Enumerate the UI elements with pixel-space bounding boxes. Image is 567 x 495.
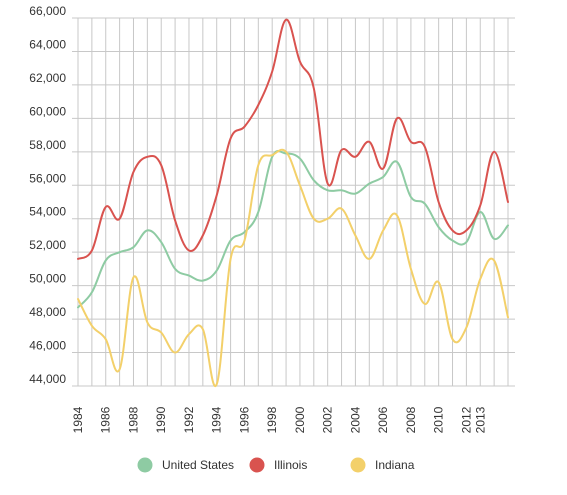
- x-tick-label: 1992: [182, 406, 196, 433]
- legend-swatch: [137, 457, 153, 473]
- x-tick-label: 1988: [126, 406, 140, 433]
- x-tick-label: 2004: [348, 406, 362, 433]
- y-tick-label: 44,000: [29, 372, 66, 386]
- y-tick-label: 48,000: [29, 305, 66, 319]
- x-tick-label: 2000: [293, 406, 307, 433]
- x-tick-label: 2008: [404, 406, 418, 433]
- y-tick-label: 46,000: [29, 339, 66, 353]
- y-tick-label: 64,000: [29, 37, 66, 51]
- legend-label: Indiana: [375, 458, 415, 472]
- series-line-illinois: [77, 18, 509, 260]
- y-axis-ticks: 44,000 46,000 48,000 50,000 52,000 54,000 56,0…: [29, 4, 66, 386]
- series-lines: [77, 18, 509, 388]
- x-tick-label: 1998: [265, 406, 279, 433]
- y-tick-label: 58,000: [29, 138, 66, 152]
- legend-swatch: [350, 457, 366, 473]
- x-tick-label: 2010: [432, 406, 446, 433]
- y-tick-label: 50,000: [29, 272, 66, 286]
- x-tick-label: 2002: [321, 406, 335, 433]
- x-tick-label: 2013: [473, 406, 487, 433]
- x-axis-ticks: 1984 1986 1988 1990 1992 1994 1996 1998 2000 2002…: [71, 406, 487, 433]
- x-tick-label: 2012: [459, 406, 473, 433]
- x-tick-label: 1990: [154, 406, 168, 433]
- y-tick-label: 52,000: [29, 238, 66, 252]
- legend: United States Illinois Indiana: [137, 457, 415, 473]
- y-tick-label: 66,000: [29, 4, 66, 18]
- x-tick-label: 1984: [71, 406, 85, 433]
- y-tick-label: 60,000: [29, 104, 66, 118]
- legend-label: United States: [162, 458, 234, 472]
- x-tick-label: 1986: [99, 406, 113, 433]
- y-tick-label: 54,000: [29, 205, 66, 219]
- y-tick-label: 62,000: [29, 71, 66, 85]
- series-line-united-states: [77, 150, 509, 309]
- legend-label: Illinois: [274, 458, 307, 472]
- x-tick-label: 1996: [237, 406, 251, 433]
- legend-swatch: [249, 457, 265, 473]
- x-tick-label: 1994: [210, 406, 224, 433]
- series-line-indiana: [77, 148, 509, 388]
- x-tick-label: 2006: [376, 406, 390, 433]
- y-tick-label: 56,000: [29, 171, 66, 185]
- grid: [72, 17, 515, 387]
